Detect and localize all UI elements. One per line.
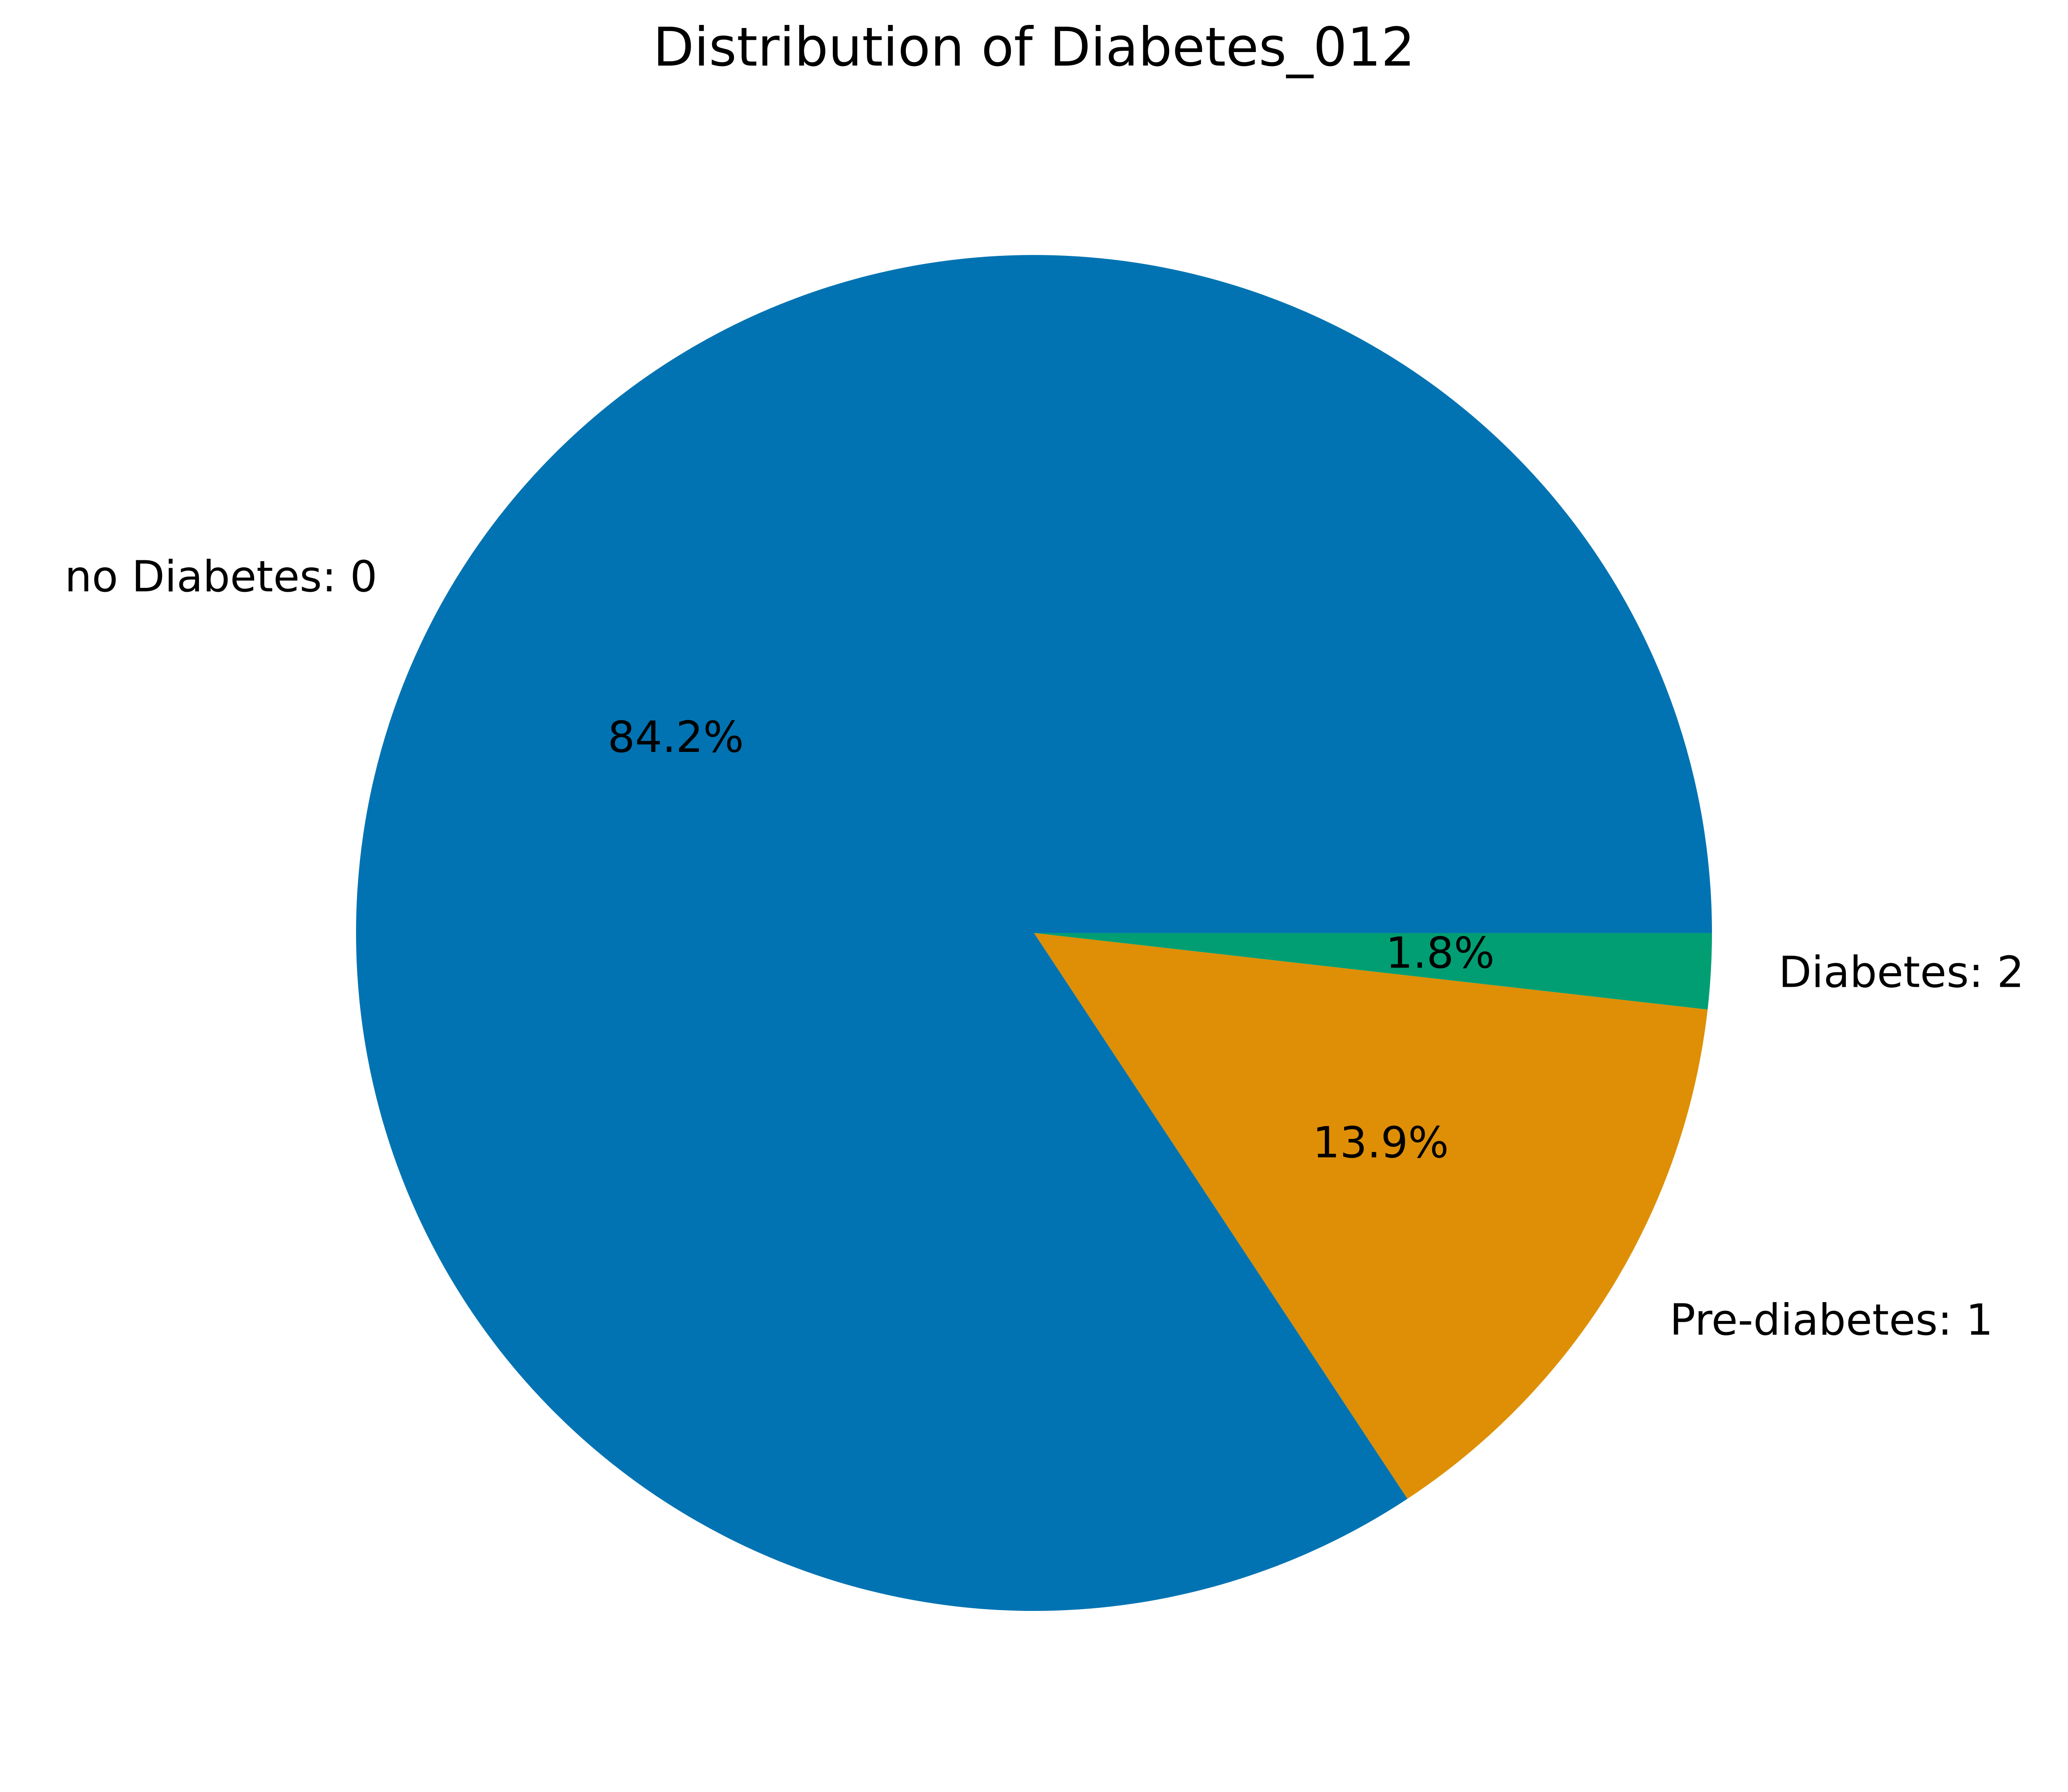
slice-label-pre-diabetes-1: Pre-diabetes: 1	[1670, 1296, 1993, 1345]
pie-slice-diabetes-2	[1034, 933, 1712, 1010]
pie-slice-pre-diabetes-1	[1034, 933, 1708, 1499]
slice-label-no-diabetes-0: no Diabetes: 0	[65, 552, 377, 602]
pie-labels: no Diabetes: 0 84.2% Pre-diabetes: 1 13.9% D…	[65, 552, 2024, 1345]
slice-label-diabetes-2: Diabetes: 2	[1778, 947, 2024, 997]
slice-percent-pre-diabetes-1: 13.9%	[1313, 1118, 1449, 1168]
chart-title: Distribution of Diabetes_012	[653, 16, 1415, 78]
slice-percent-no-diabetes-0: 84.2%	[608, 713, 744, 762]
pie-slice-no-diabetes-0	[356, 255, 1712, 1611]
slice-percent-diabetes-2: 1.8%	[1386, 928, 1495, 978]
pie-slices	[356, 255, 1712, 1611]
